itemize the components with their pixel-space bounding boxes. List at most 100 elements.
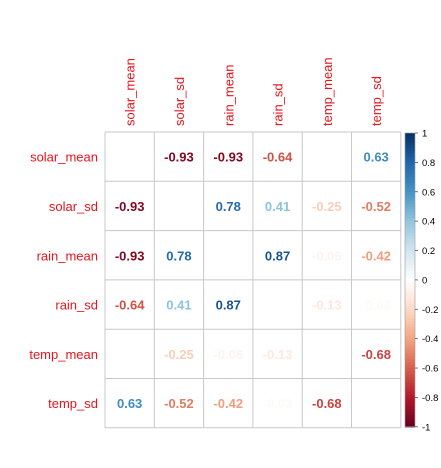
colorbar-segment: [405, 362, 415, 366]
cell-rain_mean-rain_sd: [252, 230, 303, 280]
colorbar-segment: [405, 141, 415, 146]
value-label-solar_sd-rain_sd: 0.41: [265, 199, 290, 214]
labels-layer: solar_mean solar_sd rain_mean rain_sd temp_m…: [29, 57, 384, 411]
column-label-temp_mean: temp_mean: [320, 57, 335, 126]
colorbar-segment: [405, 182, 415, 187]
value-label-solar_sd-solar_mean: -0.93: [115, 199, 145, 214]
colorbar-segment: [405, 279, 415, 284]
colorbar-segment: [405, 165, 415, 169]
colorbar-segment: [405, 385, 415, 390]
colorbar-segment: [405, 191, 415, 196]
colorbar-segment: [405, 403, 415, 407]
colorbar-segment: [405, 194, 415, 199]
value-label-solar_sd-temp_mean: -0.25: [312, 199, 342, 214]
colorbar-segment: [405, 382, 415, 387]
row-label-solar_mean: solar_mean: [30, 150, 98, 165]
colorbar-segment: [405, 171, 415, 175]
colorbar-segment: [405, 147, 415, 152]
colorbar-segment: [405, 180, 415, 184]
value-label-solar_sd-rain_mean: 0.78: [216, 199, 241, 214]
value-label-temp_sd-rain_mean: -0.42: [213, 396, 243, 411]
cell-solar_sd-temp_mean: [302, 181, 352, 231]
colorbar-segment: [405, 271, 415, 275]
colorbar-segment: [405, 400, 415, 404]
cell-rain_mean-rain_mean: [203, 230, 253, 280]
colorbar-segment: [405, 135, 415, 140]
cell-rain_mean-temp_mean: [302, 230, 352, 280]
colorbar-segment: [405, 238, 415, 243]
colorbar-segment: [405, 209, 415, 213]
colorbar-segment: [405, 159, 415, 163]
cell-temp_sd-temp_sd: [351, 378, 401, 428]
value-label-rain_mean-temp_mean: -0.06: [312, 248, 342, 263]
colorbar-segment: [405, 417, 415, 422]
column-label-rain_sd: rain_sd: [271, 83, 286, 126]
colorbar-segment: [405, 282, 415, 287]
value-label-solar_mean-rain_mean: -0.93: [213, 150, 243, 165]
colorbar-tick-label: -0.6: [422, 364, 438, 375]
colorbar-segment: [405, 315, 415, 319]
colorbar-segment: [405, 268, 415, 272]
colorbar-segment: [405, 303, 415, 307]
value-label-rain_mean-solar_mean: -0.93: [115, 248, 145, 263]
colorbar-segment: [405, 373, 415, 378]
cell-temp_sd-rain_mean: [203, 378, 253, 428]
cell-solar_sd-solar_sd: [154, 181, 204, 231]
colorbar-segment: [405, 153, 415, 158]
colorbar-segment: [405, 285, 415, 290]
colorbar-segment: [405, 197, 415, 202]
cell-temp_sd-rain_sd: [252, 378, 303, 428]
colorbar-segment: [405, 356, 415, 360]
cell-temp_mean-rain_sd: [252, 329, 303, 379]
value-label-rain_mean-rain_sd: 0.87: [265, 248, 290, 263]
value-label-solar_mean-solar_sd: -0.93: [164, 150, 194, 165]
column-label-temp_sd: temp_sd: [369, 76, 384, 126]
row-label-rain_sd: rain_sd: [55, 298, 98, 313]
cell-solar_mean-rain_mean: [203, 132, 253, 182]
colorbar-segment: [405, 350, 415, 354]
colorbar-tick-label: 1: [422, 129, 427, 140]
cell-solar_mean-temp_mean: [302, 132, 352, 182]
colorbar-segment: [405, 162, 415, 166]
colorbar-segment: [405, 150, 415, 155]
colorbar-tick-label: 0: [422, 275, 427, 286]
colorbar-segment: [405, 326, 415, 331]
colorbar: 1 0.8 0.6 0.4 0.2 0 -0.2 -0.4 -0.6 -0.8 -1: [404, 129, 438, 433]
value-label-rain_sd-temp_sd: -0.03: [361, 298, 391, 313]
cell-temp_mean-rain_mean: [203, 329, 253, 379]
cell-solar_mean-rain_sd: [252, 132, 303, 182]
cell-rain_sd-solar_sd: [154, 279, 204, 330]
cell-solar_mean-temp_sd: [351, 132, 401, 182]
column-label-rain_mean: rain_mean: [221, 65, 236, 126]
colorbar-segment: [405, 133, 415, 137]
value-label-rain_sd-solar_sd: 0.41: [166, 298, 191, 313]
values-layer: -0.93 -0.93 -0.64 0.63 -0.93 0.78 0.41 -0.25 -0.…: [115, 150, 391, 412]
colorbar-segment: [405, 262, 415, 266]
colorbar-segment: [405, 200, 415, 205]
colorbar-segment: [405, 359, 415, 363]
colorbar-segment: [405, 276, 415, 281]
value-label-temp_mean-rain_sd: -0.13: [263, 347, 293, 362]
cell-rain_sd-solar_mean: [105, 279, 155, 330]
cell-temp_sd-solar_sd: [154, 378, 204, 428]
colorbar-segment: [405, 415, 415, 419]
grid-layer: [104, 131, 402, 429]
colorbar-segment: [405, 138, 415, 143]
value-label-rain_mean-temp_sd: -0.42: [361, 248, 391, 263]
colorbar-tick-label: 0.4: [422, 217, 435, 228]
value-label-rain_sd-solar_mean: -0.64: [115, 298, 145, 313]
colorbar-segment: [405, 215, 415, 219]
colorbar-segment: [405, 185, 415, 190]
colorbar-segment: [405, 144, 415, 149]
row-label-temp_sd: temp_sd: [48, 396, 98, 411]
value-label-rain_mean-solar_sd: 0.78: [166, 248, 191, 263]
colorbar-segment: [405, 309, 415, 313]
cell-solar_sd-rain_sd: [252, 181, 303, 231]
cell-temp_sd-solar_mean: [105, 378, 155, 428]
cells-layer: [105, 132, 401, 428]
colorbar-segment: [405, 376, 415, 381]
colorbar-segment: [405, 244, 415, 249]
colorbar-segment: [405, 321, 415, 325]
colorbar-segment: [405, 168, 415, 172]
colorbar-segment: [405, 294, 415, 299]
